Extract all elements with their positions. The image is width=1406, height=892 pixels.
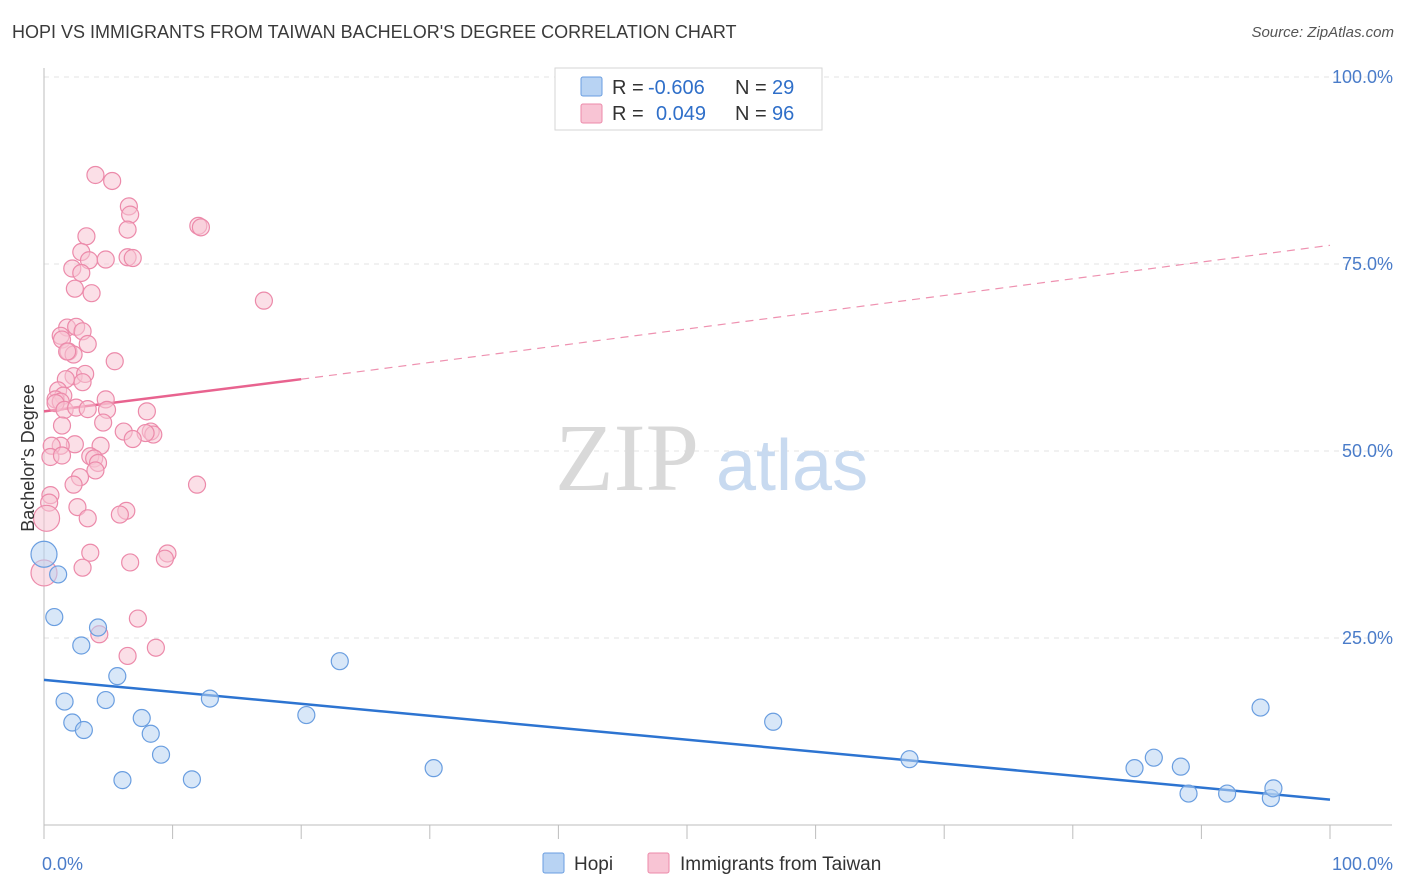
point-taiwan-70 [81,543,100,562]
point-taiwan-55 [52,446,72,465]
point-hopi-5 [108,667,127,686]
point-taiwan-3 [121,205,140,224]
point-hopi-25 [1218,784,1237,803]
bottom-legend-label-hopi: Hopi [574,854,613,875]
legend-r-label-1: R = [612,77,644,99]
point-hopi-7 [96,690,115,710]
point-taiwan-69 [32,504,61,532]
y-tick-label-3: 100.0% [1332,67,1393,87]
point-hopi-0 [30,540,58,568]
point-taiwan-15 [65,279,84,298]
point-taiwan-4 [118,220,137,239]
tick-labels: 25.0% 50.0% 75.0% 100.0% 0.0% 100.0% [42,67,1393,874]
legend-n-value-2: 96 [772,103,794,125]
trend-line-hopi [43,678,1331,801]
trend-lines [43,244,1331,801]
point-taiwan-6 [191,218,210,237]
legend-n-label-1: N = [735,77,767,99]
point-taiwan-26 [58,342,77,361]
x-tick-label-0: 0.0% [42,854,83,874]
point-hopi-12 [141,724,160,743]
watermark-atlas: atlas [716,426,868,506]
point-taiwan-76 [128,609,147,628]
point-taiwan-78 [146,638,165,657]
legend-n-label-2: N = [735,103,767,125]
point-hopi-22 [1144,748,1163,767]
point-taiwan-1 [103,171,122,191]
point-taiwan-65 [68,498,87,517]
point-taiwan-61 [64,475,83,494]
watermark-zip: ZIP [555,404,699,511]
point-hopi-28 [1264,779,1283,798]
chart-source: Source: ZipAtlas.com [1251,24,1394,41]
bottom-legend: Hopi Immigrants from Taiwan [542,852,881,875]
y-tick-label-2: 75.0% [1342,254,1393,274]
point-taiwan-74 [73,558,92,577]
point-hopi-2 [45,607,64,627]
point-taiwan-30 [73,373,92,392]
point-taiwan-49 [123,429,142,449]
point-hopi-17 [330,652,349,671]
point-taiwan-12 [123,248,142,268]
point-taiwan-17 [254,291,274,310]
legend-r-label-2: R = [612,103,644,125]
chart-title: HOPI VS IMMIGRANTS FROM TAIWAN BACHELOR'… [12,22,737,42]
point-hopi-15 [182,770,201,789]
point-hopi-4 [72,636,91,655]
y-axis-title: Bachelor's Degree [18,384,38,532]
y-tick-label-1: 50.0% [1342,441,1393,461]
point-taiwan-44 [52,416,72,435]
point-taiwan-14 [72,263,91,283]
point-hopi-3 [88,618,108,637]
legend-swatch-hopi [580,76,603,97]
point-hopi-19 [764,712,783,731]
point-taiwan-72 [155,549,174,568]
point-taiwan-10 [96,250,115,269]
y-tick-label-0: 25.0% [1342,628,1393,648]
point-taiwan-23 [78,334,97,354]
bottom-legend-swatch-taiwan [647,852,670,874]
point-taiwan-43 [94,413,113,432]
x-tick-label-1: 100.0% [1332,854,1393,874]
legend-n-value-1: 29 [772,77,794,99]
legend-r-value-1: -0.606 [648,77,705,99]
point-taiwan-73 [121,553,140,572]
point-taiwan-39 [78,400,97,419]
point-hopi-26 [1251,698,1270,717]
point-taiwan-16 [82,284,101,303]
point-hopi-10 [74,720,93,740]
bottom-legend-label-taiwan: Immigrants from Taiwan [680,854,881,875]
point-taiwan-79 [118,646,137,666]
watermark: ZIP atlas [555,404,868,511]
point-hopi-24 [1179,784,1198,803]
legend-swatch-taiwan [580,103,603,124]
point-hopi-11 [132,708,151,728]
point-hopi-1 [49,565,68,584]
point-taiwan-68 [78,509,97,528]
point-taiwan-0 [86,165,105,185]
point-taiwan-27 [105,352,124,371]
bottom-legend-swatch-hopi [542,852,565,874]
point-hopi-8 [200,689,219,708]
legend-r-value-2: 0.049 [656,103,706,125]
point-taiwan-62 [187,475,207,494]
point-hopi-14 [113,771,132,790]
point-taiwan-7 [77,227,96,246]
point-hopi-20 [900,750,919,769]
point-hopi-16 [297,705,316,725]
point-taiwan-42 [137,402,156,421]
point-hopi-23 [1171,757,1190,776]
point-hopi-21 [1125,759,1144,778]
data-points [30,165,1283,808]
point-hopi-13 [151,745,171,764]
point-hopi-6 [55,692,74,711]
point-taiwan-59 [86,461,105,480]
grid-lines [44,76,1392,639]
trend-line-taiwan-dashed [301,244,1331,380]
point-taiwan-67 [110,505,129,524]
point-hopi-18 [424,759,443,778]
stats-legend: R = -0.606 N = 29 R = 0.049 N = 96 [554,67,823,131]
